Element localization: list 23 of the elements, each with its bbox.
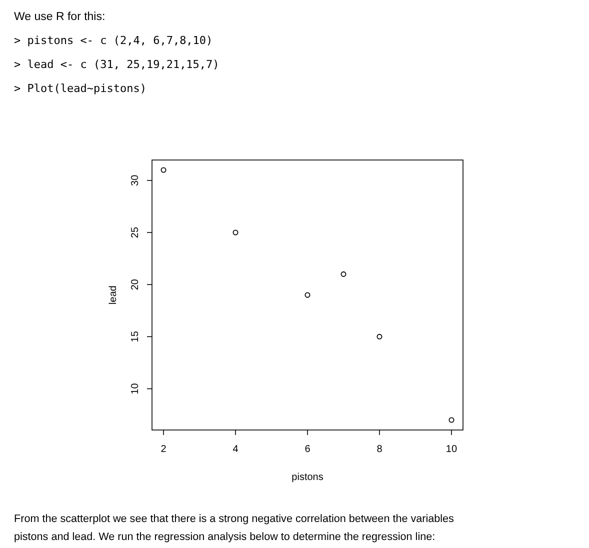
y-tick-label: 30 (130, 174, 141, 186)
point (448, 417, 454, 423)
x-tick-label: 8 (376, 444, 383, 455)
text: > pistons <- c (2,4, 6,7,8,10) (14, 34, 213, 47)
point (232, 230, 238, 236)
x-tick-label: 4 (232, 444, 239, 455)
x-axis-title: pistons (292, 472, 324, 483)
text: From the scatterplot we see that there is a strong negative correlation between the variables pistons and lead. We run the regression analysis below to determine the regression line: (14, 513, 455, 543)
text: We use R for this: (14, 11, 106, 23)
point (340, 271, 346, 277)
point (160, 167, 166, 173)
x-tick-label: 10 (446, 444, 458, 455)
x-tick-label: 2 (160, 444, 167, 455)
y-tick-label: 15 (130, 330, 141, 342)
text: > Plot(lead~pistons) (14, 82, 146, 95)
y-tick-label: 10 (130, 382, 141, 394)
text: > lead <- c (31, 25,19,21,15,7) (14, 58, 220, 71)
point (376, 334, 382, 340)
point (304, 292, 310, 298)
y-axis-title: lead (108, 286, 119, 304)
y-tick-label: 25 (130, 226, 141, 238)
y-tick-label: 20 (130, 278, 141, 290)
x-tick-label: 6 (304, 444, 311, 455)
